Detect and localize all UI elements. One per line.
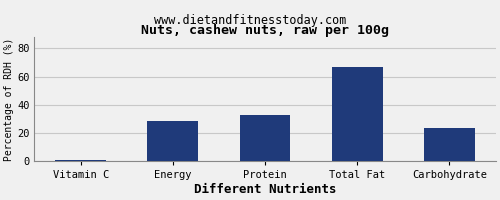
Bar: [332, 67, 382, 161]
Bar: [56, 160, 106, 161]
Bar: [424, 128, 475, 161]
Text: www.dietandfitnesstoday.com: www.dietandfitnesstoday.com: [154, 14, 346, 27]
Bar: [240, 115, 290, 161]
Title: Nuts, cashew nuts, raw per 100g: Nuts, cashew nuts, raw per 100g: [141, 24, 389, 37]
Y-axis label: Percentage of RDH (%): Percentage of RDH (%): [4, 37, 14, 161]
X-axis label: Different Nutrients: Different Nutrients: [194, 183, 336, 196]
Bar: [148, 121, 198, 161]
